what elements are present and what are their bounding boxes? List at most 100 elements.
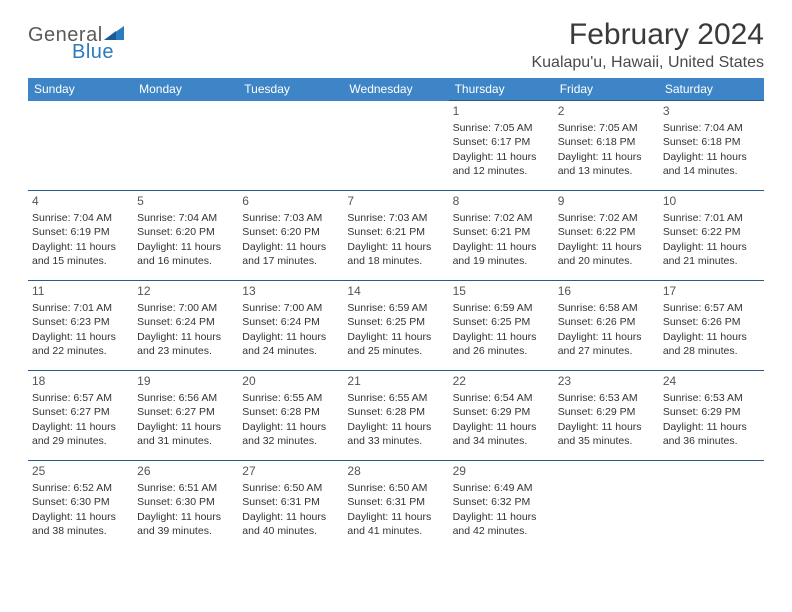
- day-info: Sunrise: 7:05 AMSunset: 6:18 PMDaylight:…: [558, 121, 655, 178]
- day-info: Sunrise: 7:00 AMSunset: 6:24 PMDaylight:…: [242, 301, 339, 358]
- sunset-text: Sunset: 6:27 PM: [137, 405, 234, 419]
- day-info: Sunrise: 6:55 AMSunset: 6:28 PMDaylight:…: [242, 391, 339, 448]
- sunset-text: Sunset: 6:18 PM: [558, 135, 655, 149]
- sunset-text: Sunset: 6:24 PM: [137, 315, 234, 329]
- day-number: 2: [558, 103, 655, 119]
- calendar-cell: 5 Sunrise: 7:04 AMSunset: 6:20 PMDaylight…: [133, 191, 238, 281]
- sunrise-text: Sunrise: 6:55 AM: [242, 391, 339, 405]
- day-info: Sunrise: 7:02 AMSunset: 6:21 PMDaylight:…: [453, 211, 550, 268]
- calendar-header-row: Sunday Monday Tuesday Wednesday Thursday…: [28, 78, 764, 101]
- day-number: 18: [32, 373, 129, 389]
- calendar-cell: 19 Sunrise: 6:56 AMSunset: 6:27 PMDayligh…: [133, 371, 238, 461]
- daylight-text: Daylight: 11 hours and 26 minutes.: [453, 330, 550, 358]
- sunset-text: Sunset: 6:30 PM: [32, 495, 129, 509]
- calendar-cell: [238, 101, 343, 191]
- daylight-text: Daylight: 11 hours and 40 minutes.: [242, 510, 339, 538]
- day-info: Sunrise: 6:49 AMSunset: 6:32 PMDaylight:…: [453, 481, 550, 538]
- day-number: 4: [32, 193, 129, 209]
- calendar-cell: 23Sunrise: 6:53 AMSunset: 6:29 PMDayligh…: [554, 371, 659, 461]
- calendar-cell: 8 Sunrise: 7:02 AMSunset: 6:21 PMDaylight…: [449, 191, 554, 281]
- daylight-text: Daylight: 11 hours and 29 minutes.: [32, 420, 129, 448]
- calendar-cell: 4 Sunrise: 7:04 AMSunset: 6:19 PMDaylight…: [28, 191, 133, 281]
- day-number: 10: [663, 193, 760, 209]
- daylight-text: Daylight: 11 hours and 31 minutes.: [137, 420, 234, 448]
- sunset-text: Sunset: 6:31 PM: [347, 495, 444, 509]
- sunrise-text: Sunrise: 7:04 AM: [32, 211, 129, 225]
- header: GeneralBlue February 2024 Kualapu'u, Haw…: [28, 18, 764, 72]
- calendar-cell: 27Sunrise: 6:50 AMSunset: 6:31 PMDayligh…: [238, 461, 343, 551]
- sunset-text: Sunset: 6:26 PM: [663, 315, 760, 329]
- calendar-week-row: 18Sunrise: 6:57 AMSunset: 6:27 PMDayligh…: [28, 371, 764, 461]
- sunset-text: Sunset: 6:21 PM: [347, 225, 444, 239]
- calendar-cell: 12Sunrise: 7:00 AMSunset: 6:24 PMDayligh…: [133, 281, 238, 371]
- calendar-cell: 11Sunrise: 7:01 AMSunset: 6:23 PMDayligh…: [28, 281, 133, 371]
- sunset-text: Sunset: 6:29 PM: [663, 405, 760, 419]
- daylight-text: Daylight: 11 hours and 32 minutes.: [242, 420, 339, 448]
- daylight-text: Daylight: 11 hours and 35 minutes.: [558, 420, 655, 448]
- sunset-text: Sunset: 6:27 PM: [32, 405, 129, 419]
- day-info: Sunrise: 6:53 AMSunset: 6:29 PMDaylight:…: [663, 391, 760, 448]
- sunset-text: Sunset: 6:20 PM: [242, 225, 339, 239]
- day-info: Sunrise: 7:04 AMSunset: 6:18 PMDaylight:…: [663, 121, 760, 178]
- calendar-cell: 29Sunrise: 6:49 AMSunset: 6:32 PMDayligh…: [449, 461, 554, 551]
- daylight-text: Daylight: 11 hours and 38 minutes.: [32, 510, 129, 538]
- day-info: Sunrise: 6:50 AMSunset: 6:31 PMDaylight:…: [242, 481, 339, 538]
- calendar-cell: [554, 461, 659, 551]
- sunrise-text: Sunrise: 6:49 AM: [453, 481, 550, 495]
- day-number: 5: [137, 193, 234, 209]
- sunset-text: Sunset: 6:28 PM: [242, 405, 339, 419]
- daylight-text: Daylight: 11 hours and 39 minutes.: [137, 510, 234, 538]
- sunrise-text: Sunrise: 7:04 AM: [137, 211, 234, 225]
- sunrise-text: Sunrise: 6:53 AM: [663, 391, 760, 405]
- day-number: 8: [453, 193, 550, 209]
- sunset-text: Sunset: 6:17 PM: [453, 135, 550, 149]
- day-info: Sunrise: 7:04 AMSunset: 6:19 PMDaylight:…: [32, 211, 129, 268]
- sunrise-text: Sunrise: 6:55 AM: [347, 391, 444, 405]
- day-info: Sunrise: 7:03 AMSunset: 6:20 PMDaylight:…: [242, 211, 339, 268]
- day-number: 19: [137, 373, 234, 389]
- sunrise-text: Sunrise: 7:00 AM: [242, 301, 339, 315]
- calendar-week-row: 1Sunrise: 7:05 AMSunset: 6:17 PMDaylight…: [28, 101, 764, 191]
- col-monday: Monday: [133, 78, 238, 101]
- calendar-cell: [343, 101, 448, 191]
- daylight-text: Daylight: 11 hours and 28 minutes.: [663, 330, 760, 358]
- daylight-text: Daylight: 11 hours and 42 minutes.: [453, 510, 550, 538]
- daylight-text: Daylight: 11 hours and 27 minutes.: [558, 330, 655, 358]
- calendar-cell: 28 Sunrise: 6:50 AMSunset: 6:31 PMDayligh…: [343, 461, 448, 551]
- day-number: 28: [347, 463, 444, 479]
- calendar-cell: 18Sunrise: 6:57 AMSunset: 6:27 PMDayligh…: [28, 371, 133, 461]
- sunset-text: Sunset: 6:19 PM: [32, 225, 129, 239]
- day-info: Sunrise: 6:50 AMSunset: 6:31 PMDaylight:…: [347, 481, 444, 538]
- calendar-cell: 2 Sunrise: 7:05 AMSunset: 6:18 PMDaylight…: [554, 101, 659, 191]
- day-info: Sunrise: 6:54 AMSunset: 6:29 PMDaylight:…: [453, 391, 550, 448]
- calendar-cell: 15Sunrise: 6:59 AMSunset: 6:25 PMDayligh…: [449, 281, 554, 371]
- day-number: 3: [663, 103, 760, 119]
- calendar-cell: 10Sunrise: 7:01 AMSunset: 6:22 PMDayligh…: [659, 191, 764, 281]
- sunrise-text: Sunrise: 6:50 AM: [347, 481, 444, 495]
- sunset-text: Sunset: 6:23 PM: [32, 315, 129, 329]
- day-info: Sunrise: 7:00 AMSunset: 6:24 PMDaylight:…: [137, 301, 234, 358]
- sunrise-text: Sunrise: 7:02 AM: [453, 211, 550, 225]
- day-number: 17: [663, 283, 760, 299]
- sunset-text: Sunset: 6:30 PM: [137, 495, 234, 509]
- calendar-cell: 17Sunrise: 6:57 AMSunset: 6:26 PMDayligh…: [659, 281, 764, 371]
- sunset-text: Sunset: 6:25 PM: [453, 315, 550, 329]
- daylight-text: Daylight: 11 hours and 36 minutes.: [663, 420, 760, 448]
- day-info: Sunrise: 7:05 AMSunset: 6:17 PMDaylight:…: [453, 121, 550, 178]
- sunset-text: Sunset: 6:18 PM: [663, 135, 760, 149]
- day-number: 15: [453, 283, 550, 299]
- sunrise-text: Sunrise: 6:54 AM: [453, 391, 550, 405]
- sunrise-text: Sunrise: 7:05 AM: [453, 121, 550, 135]
- day-info: Sunrise: 7:04 AMSunset: 6:20 PMDaylight:…: [137, 211, 234, 268]
- sunset-text: Sunset: 6:21 PM: [453, 225, 550, 239]
- sunset-text: Sunset: 6:20 PM: [137, 225, 234, 239]
- day-number: 21: [347, 373, 444, 389]
- daylight-text: Daylight: 11 hours and 14 minutes.: [663, 150, 760, 178]
- sunrise-text: Sunrise: 6:50 AM: [242, 481, 339, 495]
- sunset-text: Sunset: 6:32 PM: [453, 495, 550, 509]
- daylight-text: Daylight: 11 hours and 25 minutes.: [347, 330, 444, 358]
- day-info: Sunrise: 6:55 AMSunset: 6:28 PMDaylight:…: [347, 391, 444, 448]
- calendar-cell: 22Sunrise: 6:54 AMSunset: 6:29 PMDayligh…: [449, 371, 554, 461]
- calendar-table: Sunday Monday Tuesday Wednesday Thursday…: [28, 78, 764, 551]
- day-info: Sunrise: 6:56 AMSunset: 6:27 PMDaylight:…: [137, 391, 234, 448]
